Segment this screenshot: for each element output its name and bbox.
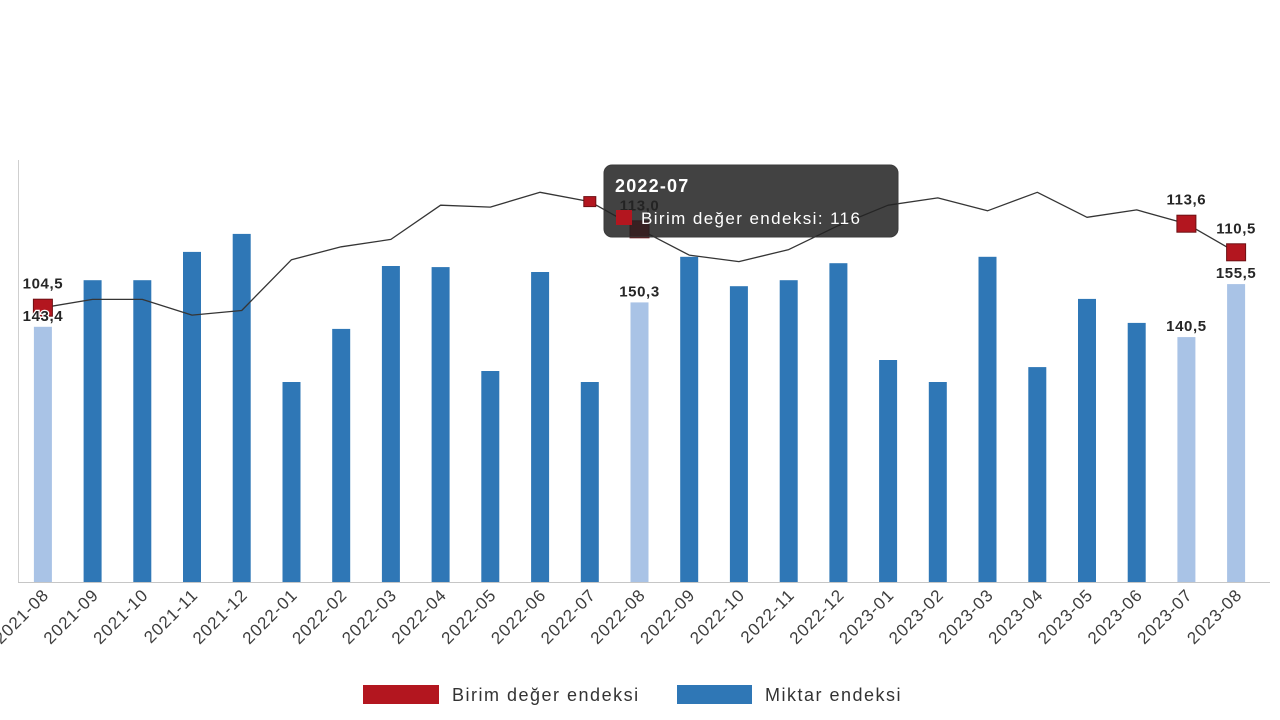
line-marker-2023-07[interactable] [1176, 214, 1197, 233]
legend-label-miktar-endeksi: Miktar endeksi [765, 685, 902, 705]
bar-2022-02[interactable] [332, 328, 351, 582]
legend-item-miktar-endeksi[interactable]: Miktar endeksi [677, 685, 902, 705]
x-tick-label-2021-10: 2021-10 [90, 585, 153, 648]
bar-2022-07[interactable] [580, 382, 599, 582]
line-marker-2023-08[interactable] [1226, 243, 1247, 262]
legend-item-birim-deger-endeksi[interactable]: Birim değer endeksi [363, 685, 640, 705]
bar-2022-03[interactable] [381, 266, 400, 582]
tooltip-text: Birim değer endeksi: 116 [641, 209, 861, 228]
x-axis-tick-labels: 2021-082021-092021-102021-112021-122022-… [0, 585, 1246, 648]
bar-2021-09[interactable] [83, 280, 102, 582]
legend: Birim değer endeksi Miktar endeksi [363, 685, 902, 705]
tooltip-series-swatch [616, 210, 632, 225]
x-tick-label-2023-08: 2023-08 [1183, 585, 1246, 648]
bar-2023-06[interactable] [1127, 322, 1146, 582]
bar-2023-03[interactable] [978, 256, 997, 582]
bar-data-label-2022-08: 150,3 [619, 283, 660, 300]
bar-2023-02[interactable] [928, 382, 947, 582]
bar-data-label-2021-08: 143,4 [23, 308, 64, 325]
line-data-label-2023-08: 110,5 [1216, 220, 1256, 237]
bar-2022-08[interactable] [630, 302, 649, 582]
line-marker-2021-08[interactable] [32, 298, 53, 317]
bar-data-label-2023-08: 155,5 [1216, 265, 1257, 282]
bar-series-miktar-endeksi [33, 233, 1246, 582]
bar-2021-08[interactable] [33, 326, 52, 582]
tooltip-box [603, 164, 899, 238]
legend-swatch-miktar-endeksi [677, 685, 752, 704]
bar-2023-08[interactable] [1227, 284, 1246, 582]
bar-2022-12[interactable] [829, 263, 848, 582]
bar-2022-09[interactable] [680, 256, 699, 582]
bar-2023-01[interactable] [879, 360, 898, 582]
bar-data-label-2023-07: 140,5 [1166, 318, 1207, 335]
bar-2023-05[interactable] [1078, 298, 1096, 582]
legend-label-birim-deger-endeksi: Birim değer endeksi [452, 685, 640, 705]
line-data-label-2021-08: 104,5 [23, 276, 64, 293]
bar-2022-01[interactable] [282, 382, 301, 582]
bar-2022-05[interactable] [481, 371, 500, 582]
plot-area [18, 160, 1270, 583]
bar-2023-04[interactable] [1028, 367, 1047, 582]
line-marker-2022-07[interactable] [583, 196, 597, 208]
bar-2021-10[interactable] [133, 280, 152, 582]
bar-2022-10[interactable] [729, 286, 748, 582]
tooltip-title: 2022-07 [615, 176, 689, 196]
tooltip: 2022-07 Birim değer endeksi: 116 [603, 164, 899, 238]
bar-2022-11[interactable] [779, 280, 798, 582]
legend-swatch-birim-deger-endeksi [363, 685, 439, 704]
bar-2022-06[interactable] [531, 272, 550, 582]
bar-2021-11[interactable] [183, 251, 201, 582]
line-data-label-2023-07: 113,6 [1167, 192, 1207, 209]
bar-2021-12[interactable] [232, 233, 251, 582]
bar-2022-04[interactable] [431, 267, 450, 582]
bar-2023-07[interactable] [1177, 337, 1196, 582]
x-tick-label-2022-10: 2022-10 [686, 585, 749, 648]
